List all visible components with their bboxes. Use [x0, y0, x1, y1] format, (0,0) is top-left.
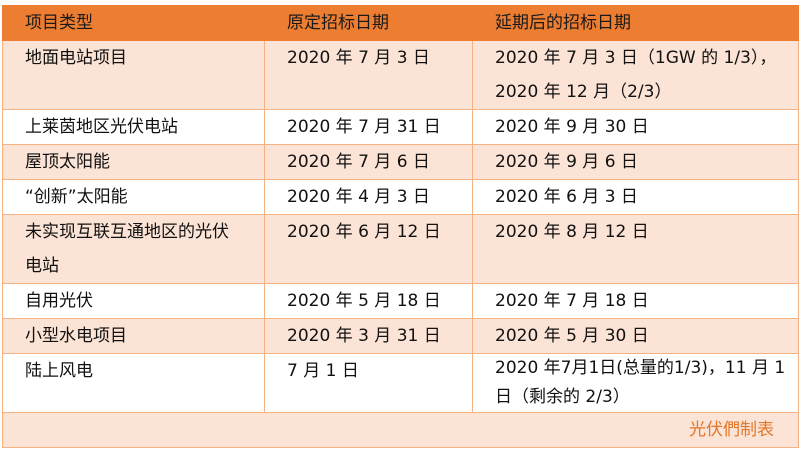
tender-schedule-table: 项目类型 原定招标日期 延期后的招标日期 地面电站项目 2020 年 7 月 3…	[2, 5, 799, 448]
cell-delayed: 2020 年 7 月 3 日（1GW 的 1/3），2020 年 12 月（2/…	[472, 40, 799, 110]
table-row: “创新”太阳能 2020 年 4 月 3 日 2020 年 6 月 3 日	[2, 179, 799, 215]
cell-original: 2020 年 5 月 18 日	[264, 283, 473, 319]
table-row: 陆上风电 7 月 1 日 2020 年7月1日(总量的1/3)，11 月 1 日…	[2, 353, 799, 413]
cell-original: 2020 年 7 月 31 日	[264, 109, 473, 145]
table-row: 地面电站项目 2020 年 7 月 3 日 2020 年 7 月 3 日（1GW…	[2, 40, 799, 110]
cell-delayed: 2020 年 8 月 12 日	[472, 214, 799, 284]
cell-type: 屋顶太阳能	[2, 144, 265, 180]
cell-delayed: 2020 年 9 月 30 日	[472, 109, 799, 145]
table-row: 屋顶太阳能 2020 年 7 月 6 日 2020 年 9 月 6 日	[2, 144, 799, 180]
cell-delayed: 2020 年 9 月 6 日	[472, 144, 799, 180]
cell-type: 自用光伏	[2, 283, 265, 319]
cell-original: 2020 年 4 月 3 日	[264, 179, 473, 215]
footer-row: 光伏們制表	[2, 412, 799, 448]
cell-original: 2020 年 6 月 12 日	[264, 214, 473, 284]
table-row: 未实现互联互通地区的光伏电站 2020 年 6 月 12 日 2020 年 8 …	[2, 214, 799, 284]
table-row: 自用光伏 2020 年 5 月 18 日 2020 年 7 月 18 日	[2, 283, 799, 319]
cell-type: 陆上风电	[2, 353, 265, 413]
cell-type: 地面电站项目	[2, 40, 265, 110]
cell-delayed: 2020 年 7 月 18 日	[472, 283, 799, 319]
cell-delayed: 2020 年7月1日(总量的1/3)，11 月 1 日（剩余的 2/3）	[472, 353, 799, 413]
cell-delayed: 2020 年 5 月 30 日	[472, 318, 799, 354]
header-row: 项目类型 原定招标日期 延期后的招标日期	[2, 5, 799, 41]
cell-original: 2020 年 3 月 31 日	[264, 318, 473, 354]
cell-type: 未实现互联互通地区的光伏电站	[2, 214, 265, 284]
cell-original: 2020 年 7 月 3 日	[264, 40, 473, 110]
source-credit: 光伏們制表	[2, 412, 799, 448]
cell-original: 7 月 1 日	[264, 353, 473, 413]
cell-type: 上莱茵地区光伏电站	[2, 109, 265, 145]
cell-type: 小型水电项目	[2, 318, 265, 354]
table-row: 小型水电项目 2020 年 3 月 31 日 2020 年 5 月 30 日	[2, 318, 799, 354]
header-project-type: 项目类型	[2, 5, 265, 41]
cell-type: “创新”太阳能	[2, 179, 265, 215]
header-delayed-date: 延期后的招标日期	[472, 5, 799, 41]
table-row: 上莱茵地区光伏电站 2020 年 7 月 31 日 2020 年 9 月 30 …	[2, 109, 799, 145]
header-original-date: 原定招标日期	[264, 5, 473, 41]
cell-delayed: 2020 年 6 月 3 日	[472, 179, 799, 215]
cell-original: 2020 年 7 月 6 日	[264, 144, 473, 180]
